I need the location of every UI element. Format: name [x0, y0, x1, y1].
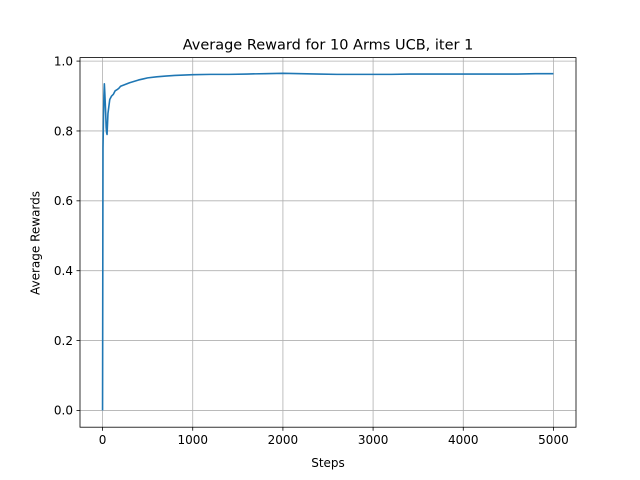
y-tick-label: 0.2: [54, 334, 73, 348]
x-tick-label: 2000: [268, 433, 299, 447]
y-tick-label: 0.4: [54, 264, 73, 278]
grid: [80, 57, 576, 428]
y-axis-label: Average Rewards: [29, 191, 43, 295]
y-tick-label: 0.8: [54, 124, 73, 138]
x-tick-label: 5000: [538, 433, 569, 447]
series-group: [101, 72, 554, 411]
y-tick-label: 1.0: [54, 54, 73, 68]
plot-frame: [79, 57, 577, 428]
y-tick-label: 0.0: [54, 404, 73, 418]
x-tick-label: 1000: [177, 433, 208, 447]
ticks: 0 1000 2000 3000 4000 5000 0.0 0.2 0.4 0.6 0.8 1.0: [54, 54, 569, 447]
series-line: [101, 72, 554, 411]
x-tick-label: 3000: [358, 433, 389, 447]
x-tick-label: 0: [99, 433, 107, 447]
chart-title: Average Reward for 10 Arms UCB, iter 1: [183, 38, 474, 54]
x-tick-label: 4000: [448, 433, 479, 447]
x-axis-label: Steps: [311, 456, 345, 470]
y-tick-label: 0.6: [54, 194, 73, 208]
